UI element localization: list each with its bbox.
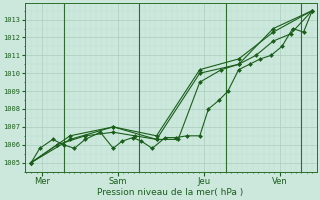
X-axis label: Pression niveau de la mer( hPa ): Pression niveau de la mer( hPa ): [98, 188, 244, 197]
